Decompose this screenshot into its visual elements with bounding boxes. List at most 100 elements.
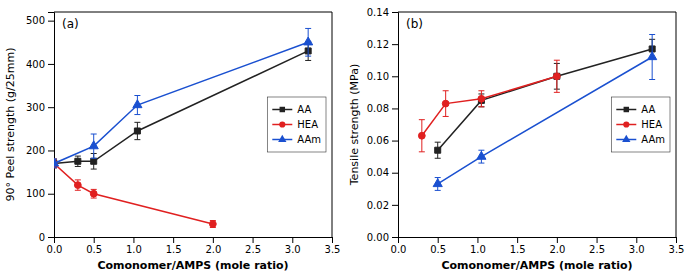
tick: 500 [26, 15, 54, 26]
series [54, 159, 216, 227]
axis-line [392, 13, 399, 238]
legend-marker [623, 121, 629, 127]
tick: 0.12 [367, 39, 398, 50]
tick-label: 500 [26, 15, 45, 26]
tick-label: 0.14 [367, 7, 389, 18]
marker [442, 100, 449, 107]
tick-mark [48, 237, 54, 238]
frame [54, 12, 332, 13]
legend-frame [267, 97, 326, 152]
tick-label: 100 [26, 188, 45, 199]
tick: 0.04 [367, 167, 398, 178]
marker [478, 95, 485, 102]
line [422, 76, 557, 135]
frame [332, 12, 333, 237]
marker [435, 147, 441, 153]
error-bar [75, 156, 81, 166]
axis-line [55, 238, 333, 244]
error-bar [443, 91, 449, 117]
tick: 2.0 [205, 237, 221, 255]
tick-label: 3.0 [629, 244, 645, 255]
tick-label: 300 [26, 102, 45, 113]
legend-item: HEA [616, 119, 662, 130]
tick-mark [173, 237, 174, 243]
tick: 200 [26, 145, 54, 156]
marker [74, 182, 81, 189]
tick-mark [392, 205, 398, 206]
error-bar [478, 91, 484, 107]
tick-mark [392, 12, 398, 13]
y-axis: 0 100 200 300 400 500 [26, 13, 55, 243]
x-axis: 0.0 0.5 1.0 1.5 2.0 2.5 3.0 3.5 [47, 237, 341, 255]
legend-marker [624, 107, 629, 112]
tick: 300 [26, 102, 54, 113]
tick-label: 1.5 [510, 244, 526, 255]
tick-label: 1.0 [126, 244, 142, 255]
tick-label: 0.10 [367, 71, 389, 82]
tick-label: 2.0 [549, 244, 565, 255]
tick: 0.5 [430, 237, 446, 255]
tick: 0.5 [86, 237, 102, 255]
tick-mark [392, 173, 398, 174]
tick-label: 0.0 [391, 244, 407, 255]
frame [398, 12, 676, 13]
tick-mark [517, 237, 518, 243]
tick-mark [392, 141, 398, 142]
legend-marker [278, 135, 286, 142]
x-axis: 0.00.51.01.52.02.53.03.5 [391, 237, 685, 255]
error-bar [210, 221, 216, 228]
tick: 2.5 [245, 237, 261, 255]
legend-item: AA [616, 104, 655, 115]
tick-label: 2.5 [589, 244, 605, 255]
tick-label: 2.5 [245, 244, 261, 255]
tick-mark [133, 237, 134, 243]
tick-label: 3.0 [285, 244, 301, 255]
tick: 0.02 [367, 200, 398, 211]
tick-label: 0.04 [367, 167, 389, 178]
tick-label: 400 [26, 59, 45, 70]
y-axis-title: 90° Peel strength (g/25mm) [4, 48, 17, 202]
marker [477, 151, 486, 159]
marker [554, 73, 560, 79]
marker [209, 221, 216, 228]
tick-mark [676, 237, 677, 243]
tick-mark [332, 237, 333, 243]
tick: 0.06 [367, 135, 398, 146]
tick-label: 0.00 [367, 232, 389, 243]
marker [418, 132, 425, 139]
tick-mark [438, 237, 439, 243]
marker [54, 158, 59, 166]
legend-item: HEA [272, 119, 318, 130]
tick-label: 3.5 [325, 244, 341, 255]
tick-mark [557, 237, 558, 243]
tick-label: 0.0 [47, 244, 63, 255]
marker [91, 158, 97, 164]
tick-mark [477, 237, 478, 243]
tick: 3.5 [669, 237, 685, 255]
tick-mark [636, 237, 637, 243]
legend: AAHEAAAm [611, 97, 670, 152]
tick: 0.0 [391, 237, 407, 255]
tick: 100 [26, 188, 54, 199]
tick-mark [48, 107, 54, 108]
tick-mark [392, 76, 398, 77]
tick-mark [213, 237, 214, 243]
tick-label: 1.5 [166, 244, 182, 255]
tick-label: 0.12 [367, 39, 389, 50]
tick-mark [292, 237, 293, 243]
tick: 2.5 [589, 237, 605, 255]
tick-label: 0.5 [430, 244, 446, 255]
tick: 1.0 [126, 237, 142, 255]
tick-mark [48, 194, 54, 195]
tick: 0 [39, 232, 54, 243]
frame [676, 12, 677, 237]
marker [90, 190, 97, 197]
x-axis-title: Comonomer/AMPS (mole ratio) [441, 259, 632, 272]
error-bar [435, 142, 441, 158]
error-bar [75, 180, 81, 190]
axis-line [48, 13, 55, 238]
tick-label: 3.5 [669, 244, 685, 255]
legend-label: HEA [297, 119, 318, 130]
marker [89, 141, 98, 149]
legend-marker [279, 121, 285, 127]
